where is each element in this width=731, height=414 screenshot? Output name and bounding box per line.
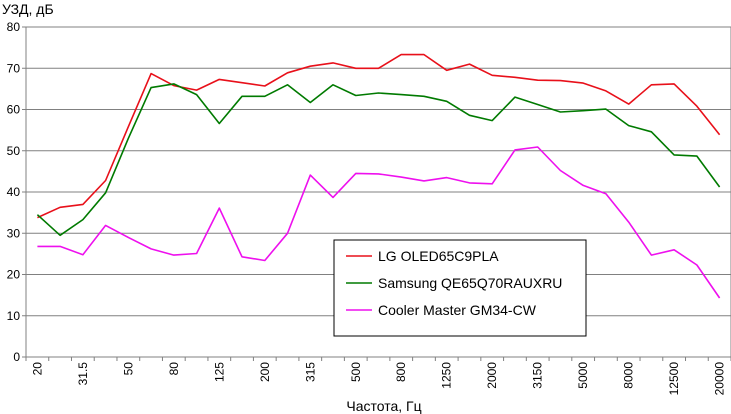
y-tick-label: 30 — [7, 226, 21, 240]
x-tick-label: 5000 — [576, 362, 590, 389]
y-tick-label: 40 — [7, 185, 21, 199]
y-axis-title: УЗД, дБ — [2, 1, 54, 17]
legend-box — [333, 239, 587, 337]
x-tick-label: 2000 — [485, 362, 499, 389]
x-tick-labels: 20 31.5 50 80 125 200 315 500 800 1250 2000 3150 500… — [30, 362, 726, 396]
x-tick-label: 800 — [394, 362, 408, 382]
plot-frame — [25, 26, 731, 358]
x-tick-label: 50 — [121, 362, 135, 376]
legend-label: Cooler Master GM34-CW — [378, 302, 537, 318]
x-tick-label: 200 — [258, 362, 272, 382]
x-tick-label: 12500 — [667, 362, 681, 396]
series-line — [36, 83, 721, 237]
x-tick-label: 80 — [167, 362, 181, 376]
x-tick-label: 315 — [303, 362, 317, 382]
y-tick-label: 50 — [7, 144, 21, 158]
y-tick-label: 80 — [7, 20, 21, 34]
y-tick-label: 20 — [7, 268, 21, 282]
y-tick-label: 10 — [7, 309, 21, 323]
x-tick-label: 3150 — [531, 362, 545, 389]
x-tick-label: 8000 — [622, 362, 636, 389]
legend: LG OLED65C9PLA Samsung QE65Q70RAUXRU Coole… — [333, 239, 587, 337]
x-tick-label: 125 — [212, 362, 226, 382]
x-tick-label: 1250 — [440, 362, 454, 389]
y-tick-label: 60 — [7, 103, 21, 117]
y-tick-label: 70 — [7, 61, 21, 75]
y-tick-labels: 0 10 20 30 40 50 60 70 80 — [7, 20, 21, 364]
series-line — [37, 146, 721, 299]
x-tick-label: 500 — [349, 362, 363, 382]
series-lines — [36, 53, 721, 299]
x-tick-label: 20 — [30, 362, 44, 376]
x-tick-label: 31.5 — [76, 362, 90, 386]
y-tick-label: 0 — [13, 350, 20, 364]
legend-label: Samsung QE65Q70RAUXRU — [378, 275, 562, 291]
x-tick-label: 20000 — [713, 362, 727, 396]
legend-label: LG OLED65C9PLA — [378, 248, 499, 264]
x-axis-title: Частота, Гц — [346, 398, 421, 414]
series-line — [37, 53, 721, 219]
